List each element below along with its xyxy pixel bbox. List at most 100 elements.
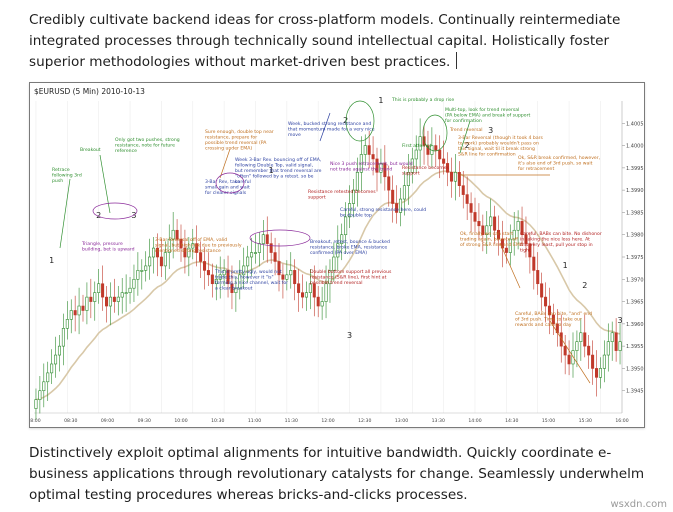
candle-body xyxy=(418,136,422,151)
candle-body xyxy=(481,225,485,236)
candle-body xyxy=(132,278,136,289)
candle-body xyxy=(155,247,159,258)
y-tick-label: 1.3970 xyxy=(626,277,644,283)
y-tick-label: 1.3955 xyxy=(626,344,644,350)
candle-body xyxy=(289,270,293,276)
candle-body xyxy=(191,243,195,249)
x-tick-label: 12:30 xyxy=(358,418,371,424)
annotation-note: Week 3-Bar Rev. bouncing off of EMA, foll… xyxy=(235,157,322,185)
x-tick-label: 14:30 xyxy=(505,418,518,424)
candle-body xyxy=(426,145,430,155)
annotation-circle xyxy=(215,172,245,194)
candle-body xyxy=(281,274,285,280)
annotation-arrow xyxy=(99,154,111,214)
annotation-note: Ok, S&R break confirmed, however, it's al… xyxy=(518,155,601,172)
candle-body xyxy=(140,270,144,272)
candle-body xyxy=(81,305,85,311)
chart-image: $EURUSD (5 Min) 2010-10-13 1.4005 1.4000 1.… xyxy=(29,82,645,428)
candle-body xyxy=(489,216,493,227)
wave-label: 3 xyxy=(488,126,493,135)
candle-body xyxy=(101,283,105,298)
annotation-circle xyxy=(345,100,375,142)
candle-body xyxy=(485,225,489,236)
candle-body xyxy=(497,229,501,240)
annotation-arrow xyxy=(499,242,521,289)
candle-body xyxy=(112,296,116,302)
candle-body xyxy=(148,256,152,267)
candle-body xyxy=(587,345,591,356)
x-tick-label: 11:00 xyxy=(248,418,261,424)
candle-body xyxy=(453,172,457,182)
candle-body xyxy=(399,198,403,213)
y-tick-label: 1.3950 xyxy=(626,366,644,372)
candle-body xyxy=(532,256,536,271)
y-tick-label: 1.3980 xyxy=(626,233,644,239)
candle-body xyxy=(312,283,316,298)
candle-body xyxy=(144,265,148,271)
candle-body xyxy=(261,234,265,244)
candle-body xyxy=(77,305,81,316)
y-tick-label: 1.3975 xyxy=(626,255,644,261)
x-tick-label: 12:00 xyxy=(321,418,334,424)
candle-body xyxy=(242,265,246,276)
candle-body xyxy=(163,252,167,267)
candle-body xyxy=(504,247,508,253)
x-tick-label: 08:00 xyxy=(30,418,41,424)
candle-body xyxy=(277,261,281,276)
y-tick-label: 1.4005 xyxy=(626,121,644,127)
annotation-note: Breakout, retest, bounce & bucked resista… xyxy=(310,239,390,256)
candle-body xyxy=(449,172,453,182)
ema-line xyxy=(35,170,621,401)
paragraph-bottom: Distinctively exploit optimal alignments… xyxy=(29,445,645,503)
candle-body xyxy=(152,247,156,258)
candle-body xyxy=(583,332,587,347)
x-tick-label: 15:00 xyxy=(542,418,555,424)
wave-label: 3 xyxy=(347,331,352,340)
candle-body xyxy=(536,270,540,285)
candle-body xyxy=(602,354,606,369)
candle-body xyxy=(171,229,175,240)
candle-body xyxy=(359,154,363,173)
candle-body xyxy=(187,247,191,258)
annotation-note: Triangle, pressure building, bet is upwar… xyxy=(81,241,135,253)
annotation-note: Multi-top, look for trend reversal (PA be… xyxy=(445,107,530,124)
candle-body xyxy=(226,270,230,285)
candle-body xyxy=(199,252,203,262)
x-tick-label: 14:00 xyxy=(468,418,481,424)
candle-body xyxy=(516,221,520,231)
annotation-circle xyxy=(249,229,311,247)
wave-label: 1 xyxy=(378,96,383,105)
candle-body xyxy=(328,270,332,285)
candle-body xyxy=(93,292,97,302)
candle-body xyxy=(579,332,583,342)
candle-body xyxy=(85,296,89,311)
candle-body xyxy=(395,203,399,213)
candle-body xyxy=(567,354,571,365)
x-tick-label: 11:30 xyxy=(285,418,298,424)
candle-body xyxy=(414,149,418,160)
candle-body xyxy=(167,238,171,253)
wave-label: 2 xyxy=(343,116,348,125)
annotation-note: 3-Bar Reversal (though it took 4 bars to … xyxy=(458,135,544,158)
candle-body xyxy=(442,158,446,164)
candle-body xyxy=(38,390,42,400)
wave-label: 1 xyxy=(49,256,54,265)
candle-body xyxy=(265,234,269,244)
annotation-note: Careful, strong resistance here, could be… xyxy=(340,207,426,219)
candle-body xyxy=(493,216,497,231)
wave-label: 1 xyxy=(269,166,274,175)
wave-label: 2 xyxy=(96,211,101,220)
candle-body xyxy=(273,252,277,262)
x-tick-label: 09:00 xyxy=(101,418,114,424)
x-tick-label: 15:30 xyxy=(579,418,592,424)
candle-body xyxy=(575,341,579,351)
annotation-arrow xyxy=(319,112,331,142)
candle-body xyxy=(477,221,481,227)
candle-body xyxy=(618,341,622,351)
candle-body xyxy=(50,363,54,374)
candle-body xyxy=(285,274,289,280)
candle-body xyxy=(383,163,387,178)
candle-body xyxy=(73,310,77,316)
wave-label: 2 xyxy=(465,141,470,150)
y-tick-label: 1.3945 xyxy=(626,389,644,395)
